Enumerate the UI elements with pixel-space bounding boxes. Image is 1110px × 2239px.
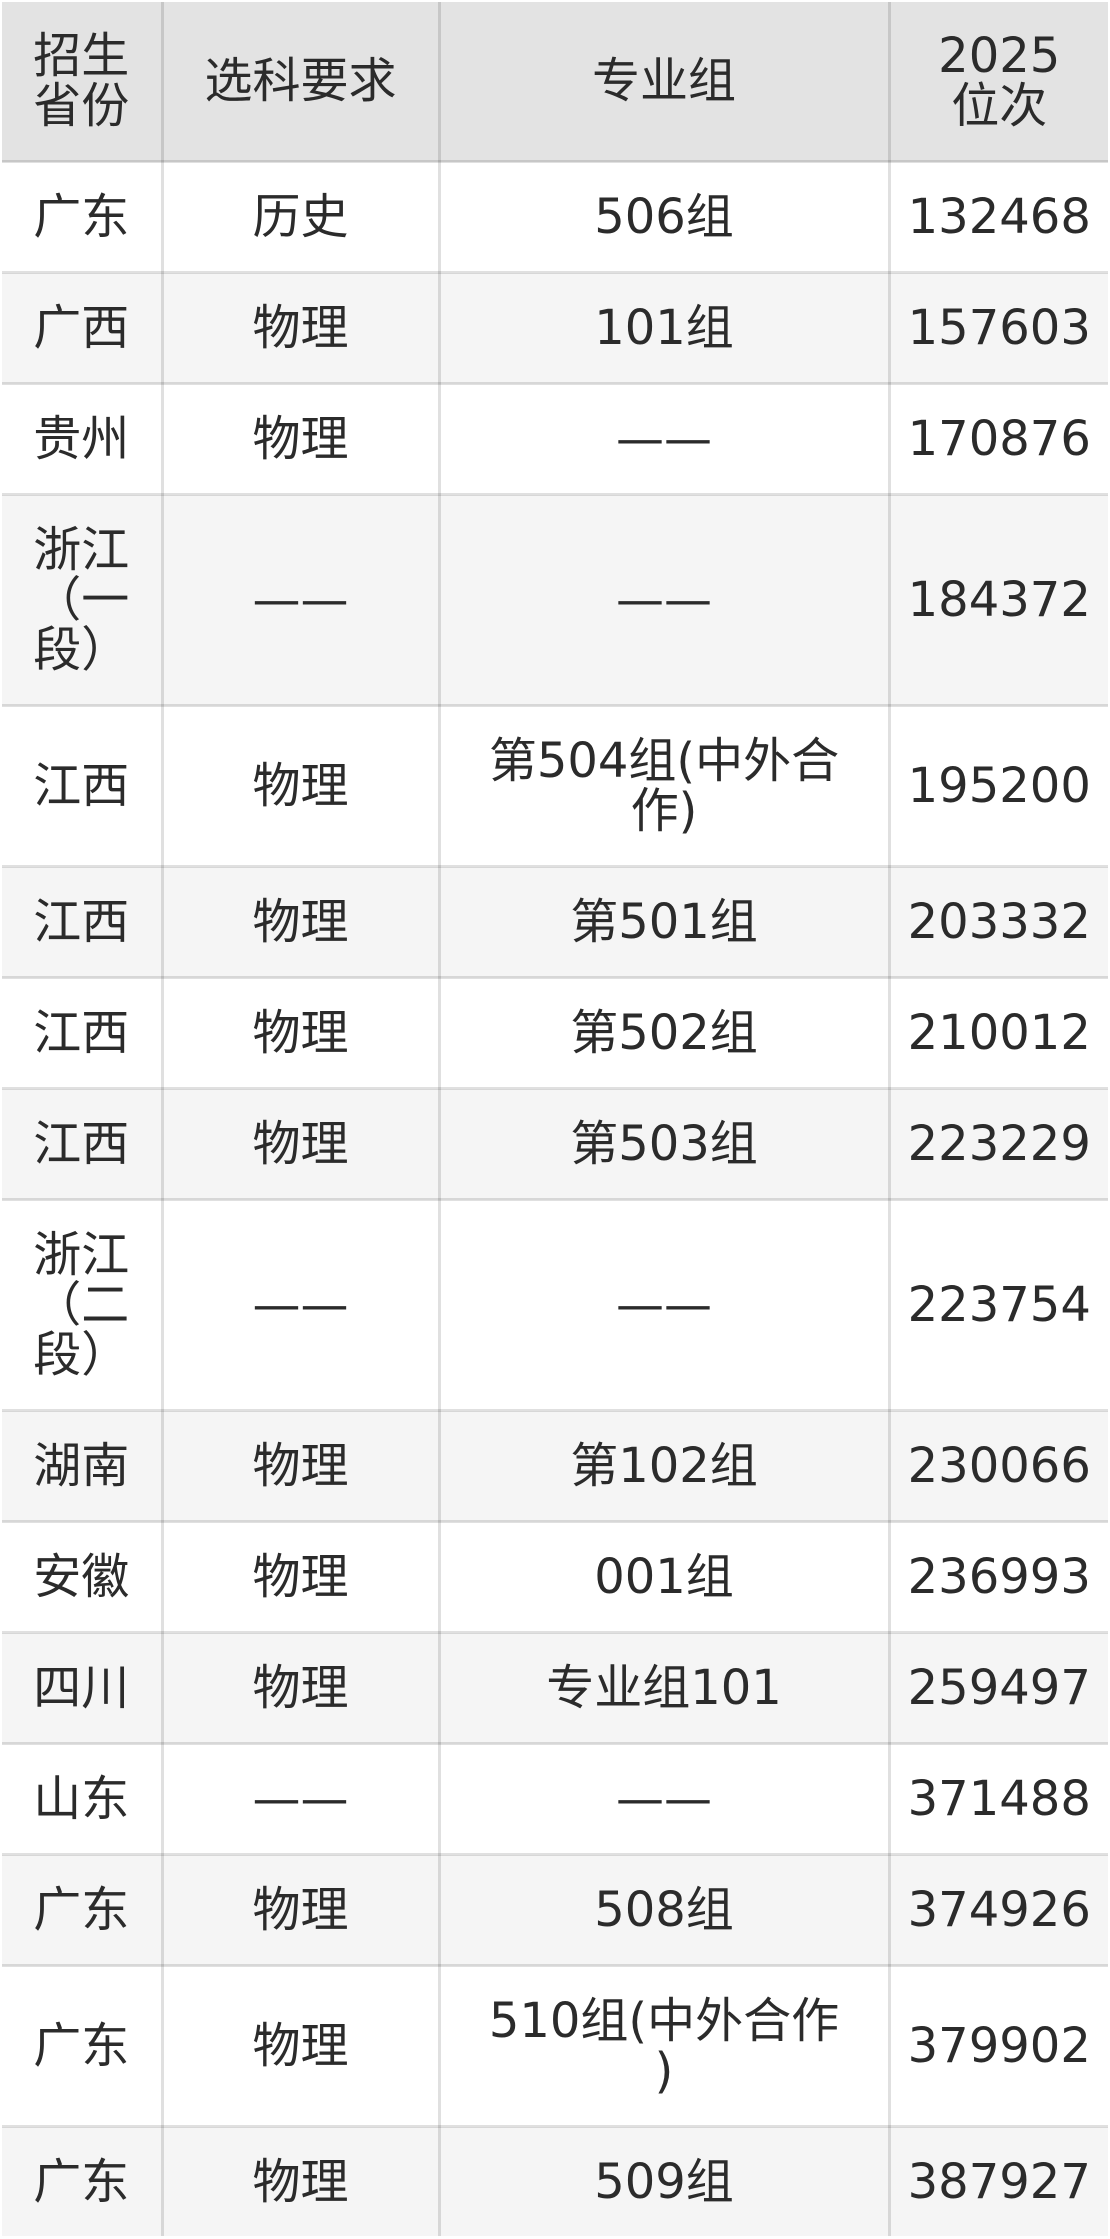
cell-rank: 132468 <box>887 160 1110 274</box>
header-row: 招生 省份 选科要求 专业组 2025 位次 <box>0 0 1110 163</box>
cell-major-group: —— <box>437 493 891 707</box>
cell-province: 广东 <box>0 1853 164 1967</box>
cell-rank: 157603 <box>887 271 1110 385</box>
table-row: 江西 物理 第501组 203332 <box>0 865 1110 979</box>
cell-major-group: 510组(中外合作 ) <box>437 1964 891 2128</box>
table-body: 广东 历史 506组 132468 广西 物理 101组 157603 贵州 物… <box>0 160 1110 2238</box>
cell-rank: 374926 <box>887 1853 1110 1967</box>
cell-subject-requirement: 物理 <box>160 2125 441 2238</box>
cell-subject-requirement: 物理 <box>160 1631 441 1745</box>
cell-province: 江西 <box>0 1087 164 1201</box>
cell-subject-requirement: 物理 <box>160 704 441 868</box>
cell-rank: 195200 <box>887 704 1110 868</box>
table-row: 湖南 物理 第102组 230066 <box>0 1409 1110 1523</box>
cell-major-group: 506组 <box>437 160 891 274</box>
cell-province: 江西 <box>0 865 164 979</box>
cell-major-group: —— <box>437 1198 891 1412</box>
cell-subject-requirement: —— <box>160 493 441 707</box>
cell-major-group: 第503组 <box>437 1087 891 1201</box>
col-header-major-group: 专业组 <box>437 0 891 163</box>
table-row: 广东 物理 510组(中外合作 ) 379902 <box>0 1964 1110 2128</box>
cell-province: 湖南 <box>0 1409 164 1523</box>
table-row: 江西 物理 第504组(中外合 作) 195200 <box>0 704 1110 868</box>
cell-province: 广东 <box>0 160 164 274</box>
cell-province: 浙江 （二 段） <box>0 1198 164 1412</box>
table-row: 江西 物理 第502组 210012 <box>0 976 1110 1090</box>
cell-rank: 223229 <box>887 1087 1110 1201</box>
cell-rank: 203332 <box>887 865 1110 979</box>
col-header-province: 招生 省份 <box>0 0 164 163</box>
table-row: 广东 历史 506组 132468 <box>0 160 1110 274</box>
cell-province: 广东 <box>0 2125 164 2238</box>
cell-province: 四川 <box>0 1631 164 1745</box>
cell-rank: 387927 <box>887 2125 1110 2238</box>
cell-rank: 259497 <box>887 1631 1110 1745</box>
cell-subject-requirement: 历史 <box>160 160 441 274</box>
table-row: 广东 物理 508组 374926 <box>0 1853 1110 1967</box>
table-row: 贵州 物理 —— 170876 <box>0 382 1110 496</box>
cell-province: 贵州 <box>0 382 164 496</box>
cell-rank: 184372 <box>887 493 1110 707</box>
cell-major-group: 508组 <box>437 1853 891 1967</box>
table-row: 山东 —— —— 371488 <box>0 1742 1110 1856</box>
cell-major-group: —— <box>437 1742 891 1856</box>
cell-subject-requirement: 物理 <box>160 271 441 385</box>
table-row: 四川 物理 专业组101 259497 <box>0 1631 1110 1745</box>
cell-major-group: 001组 <box>437 1520 891 1634</box>
cell-major-group: 509组 <box>437 2125 891 2238</box>
table-row: 广东 物理 509组 387927 <box>0 2125 1110 2238</box>
cell-province: 广东 <box>0 1964 164 2128</box>
cell-rank: 223754 <box>887 1198 1110 1412</box>
col-header-subject-requirement: 选科要求 <box>160 0 441 163</box>
cell-province: 浙江 （一 段） <box>0 493 164 707</box>
cell-rank: 210012 <box>887 976 1110 1090</box>
table-row: 安徽 物理 001组 236993 <box>0 1520 1110 1634</box>
cell-province: 山东 <box>0 1742 164 1856</box>
table-row: 江西 物理 第503组 223229 <box>0 1087 1110 1201</box>
cell-subject-requirement: 物理 <box>160 1520 441 1634</box>
cell-rank: 170876 <box>887 382 1110 496</box>
cell-subject-requirement: 物理 <box>160 1964 441 2128</box>
cell-province: 安徽 <box>0 1520 164 1634</box>
cell-subject-requirement: —— <box>160 1198 441 1412</box>
cell-subject-requirement: 物理 <box>160 1853 441 1967</box>
cell-subject-requirement: 物理 <box>160 1409 441 1523</box>
table-row: 浙江 （一 段） —— —— 184372 <box>0 493 1110 707</box>
cell-province: 广西 <box>0 271 164 385</box>
table-header: 招生 省份 选科要求 专业组 2025 位次 <box>0 0 1110 163</box>
cell-rank: 230066 <box>887 1409 1110 1523</box>
cell-subject-requirement: —— <box>160 1742 441 1856</box>
cell-subject-requirement: 物理 <box>160 865 441 979</box>
cell-rank: 371488 <box>887 1742 1110 1856</box>
cell-major-group: 第504组(中外合 作) <box>437 704 891 868</box>
cell-subject-requirement: 物理 <box>160 1087 441 1201</box>
table-row: 广西 物理 101组 157603 <box>0 271 1110 385</box>
cell-rank: 236993 <box>887 1520 1110 1634</box>
cell-rank: 379902 <box>887 1964 1110 2128</box>
table-row: 浙江 （二 段） —— —— 223754 <box>0 1198 1110 1412</box>
cell-subject-requirement: 物理 <box>160 976 441 1090</box>
cell-subject-requirement: 物理 <box>160 382 441 496</box>
cell-major-group: 101组 <box>437 271 891 385</box>
cell-major-group: 第102组 <box>437 1409 891 1523</box>
cell-major-group: —— <box>437 382 891 496</box>
cell-province: 江西 <box>0 976 164 1090</box>
cell-province: 江西 <box>0 704 164 868</box>
col-header-rank-2025: 2025 位次 <box>887 0 1110 163</box>
cell-major-group: 第501组 <box>437 865 891 979</box>
cell-major-group: 专业组101 <box>437 1631 891 1745</box>
cell-major-group: 第502组 <box>437 976 891 1090</box>
